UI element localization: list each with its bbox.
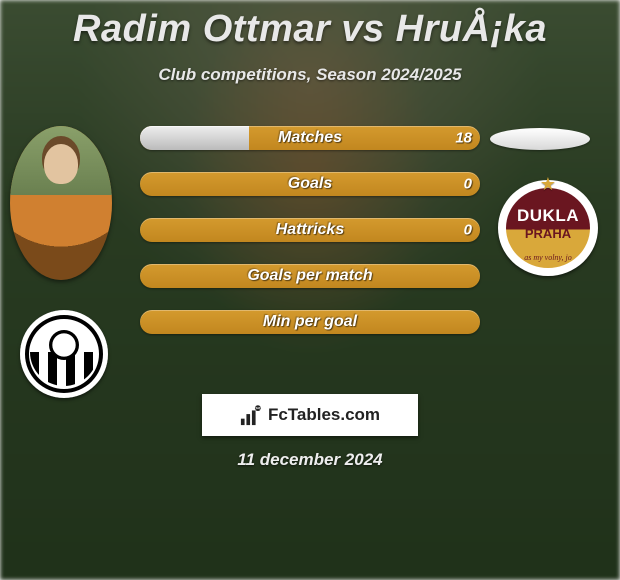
bar-value-right: 18 — [455, 130, 472, 147]
bar-fill-left — [140, 126, 249, 150]
bar-value-right: 0 — [464, 176, 472, 193]
club-badge-left — [20, 310, 108, 398]
badge-right-script: as my volny, jo — [498, 253, 598, 262]
stat-row-min-per-goal: Min per goal — [140, 310, 480, 334]
stat-row-goals-per-match: Goals per match — [140, 264, 480, 288]
player-photo-left — [10, 126, 112, 280]
fctables-logo-icon — [240, 404, 262, 426]
badge-right-text-bottom: PRAHA — [498, 226, 598, 241]
page-subtitle: Club competitions, Season 2024/2025 — [0, 65, 620, 85]
content-root: Radim Ottmar vs HruÅ¡ka Club competition… — [0, 0, 620, 580]
stat-bars: Matches18 Goals0 Hattricks0 Goals per match… — [140, 126, 480, 356]
bar-value-right: 0 — [464, 222, 472, 239]
page-title: Radim Ottmar vs HruÅ¡ka — [0, 0, 620, 51]
stat-row-hattricks: Hattricks0 — [140, 218, 480, 242]
star-icon: ★ — [540, 174, 556, 195]
right-player-pill — [490, 128, 590, 150]
brand-box: FcTables.com — [202, 394, 418, 436]
footer-date: 11 december 2024 — [0, 450, 620, 470]
club-badge-right: ★ DUKLA PRAHA as my volny, jo — [498, 176, 598, 276]
stat-row-matches: Matches18 — [140, 126, 480, 150]
badge-right-text-top: DUKLA — [498, 206, 598, 226]
bar-track — [140, 172, 480, 196]
bar-track — [140, 218, 480, 242]
stat-row-goals: Goals0 — [140, 172, 480, 196]
brand-text: FcTables.com — [268, 405, 380, 425]
bar-track — [140, 310, 480, 334]
bar-track — [140, 264, 480, 288]
